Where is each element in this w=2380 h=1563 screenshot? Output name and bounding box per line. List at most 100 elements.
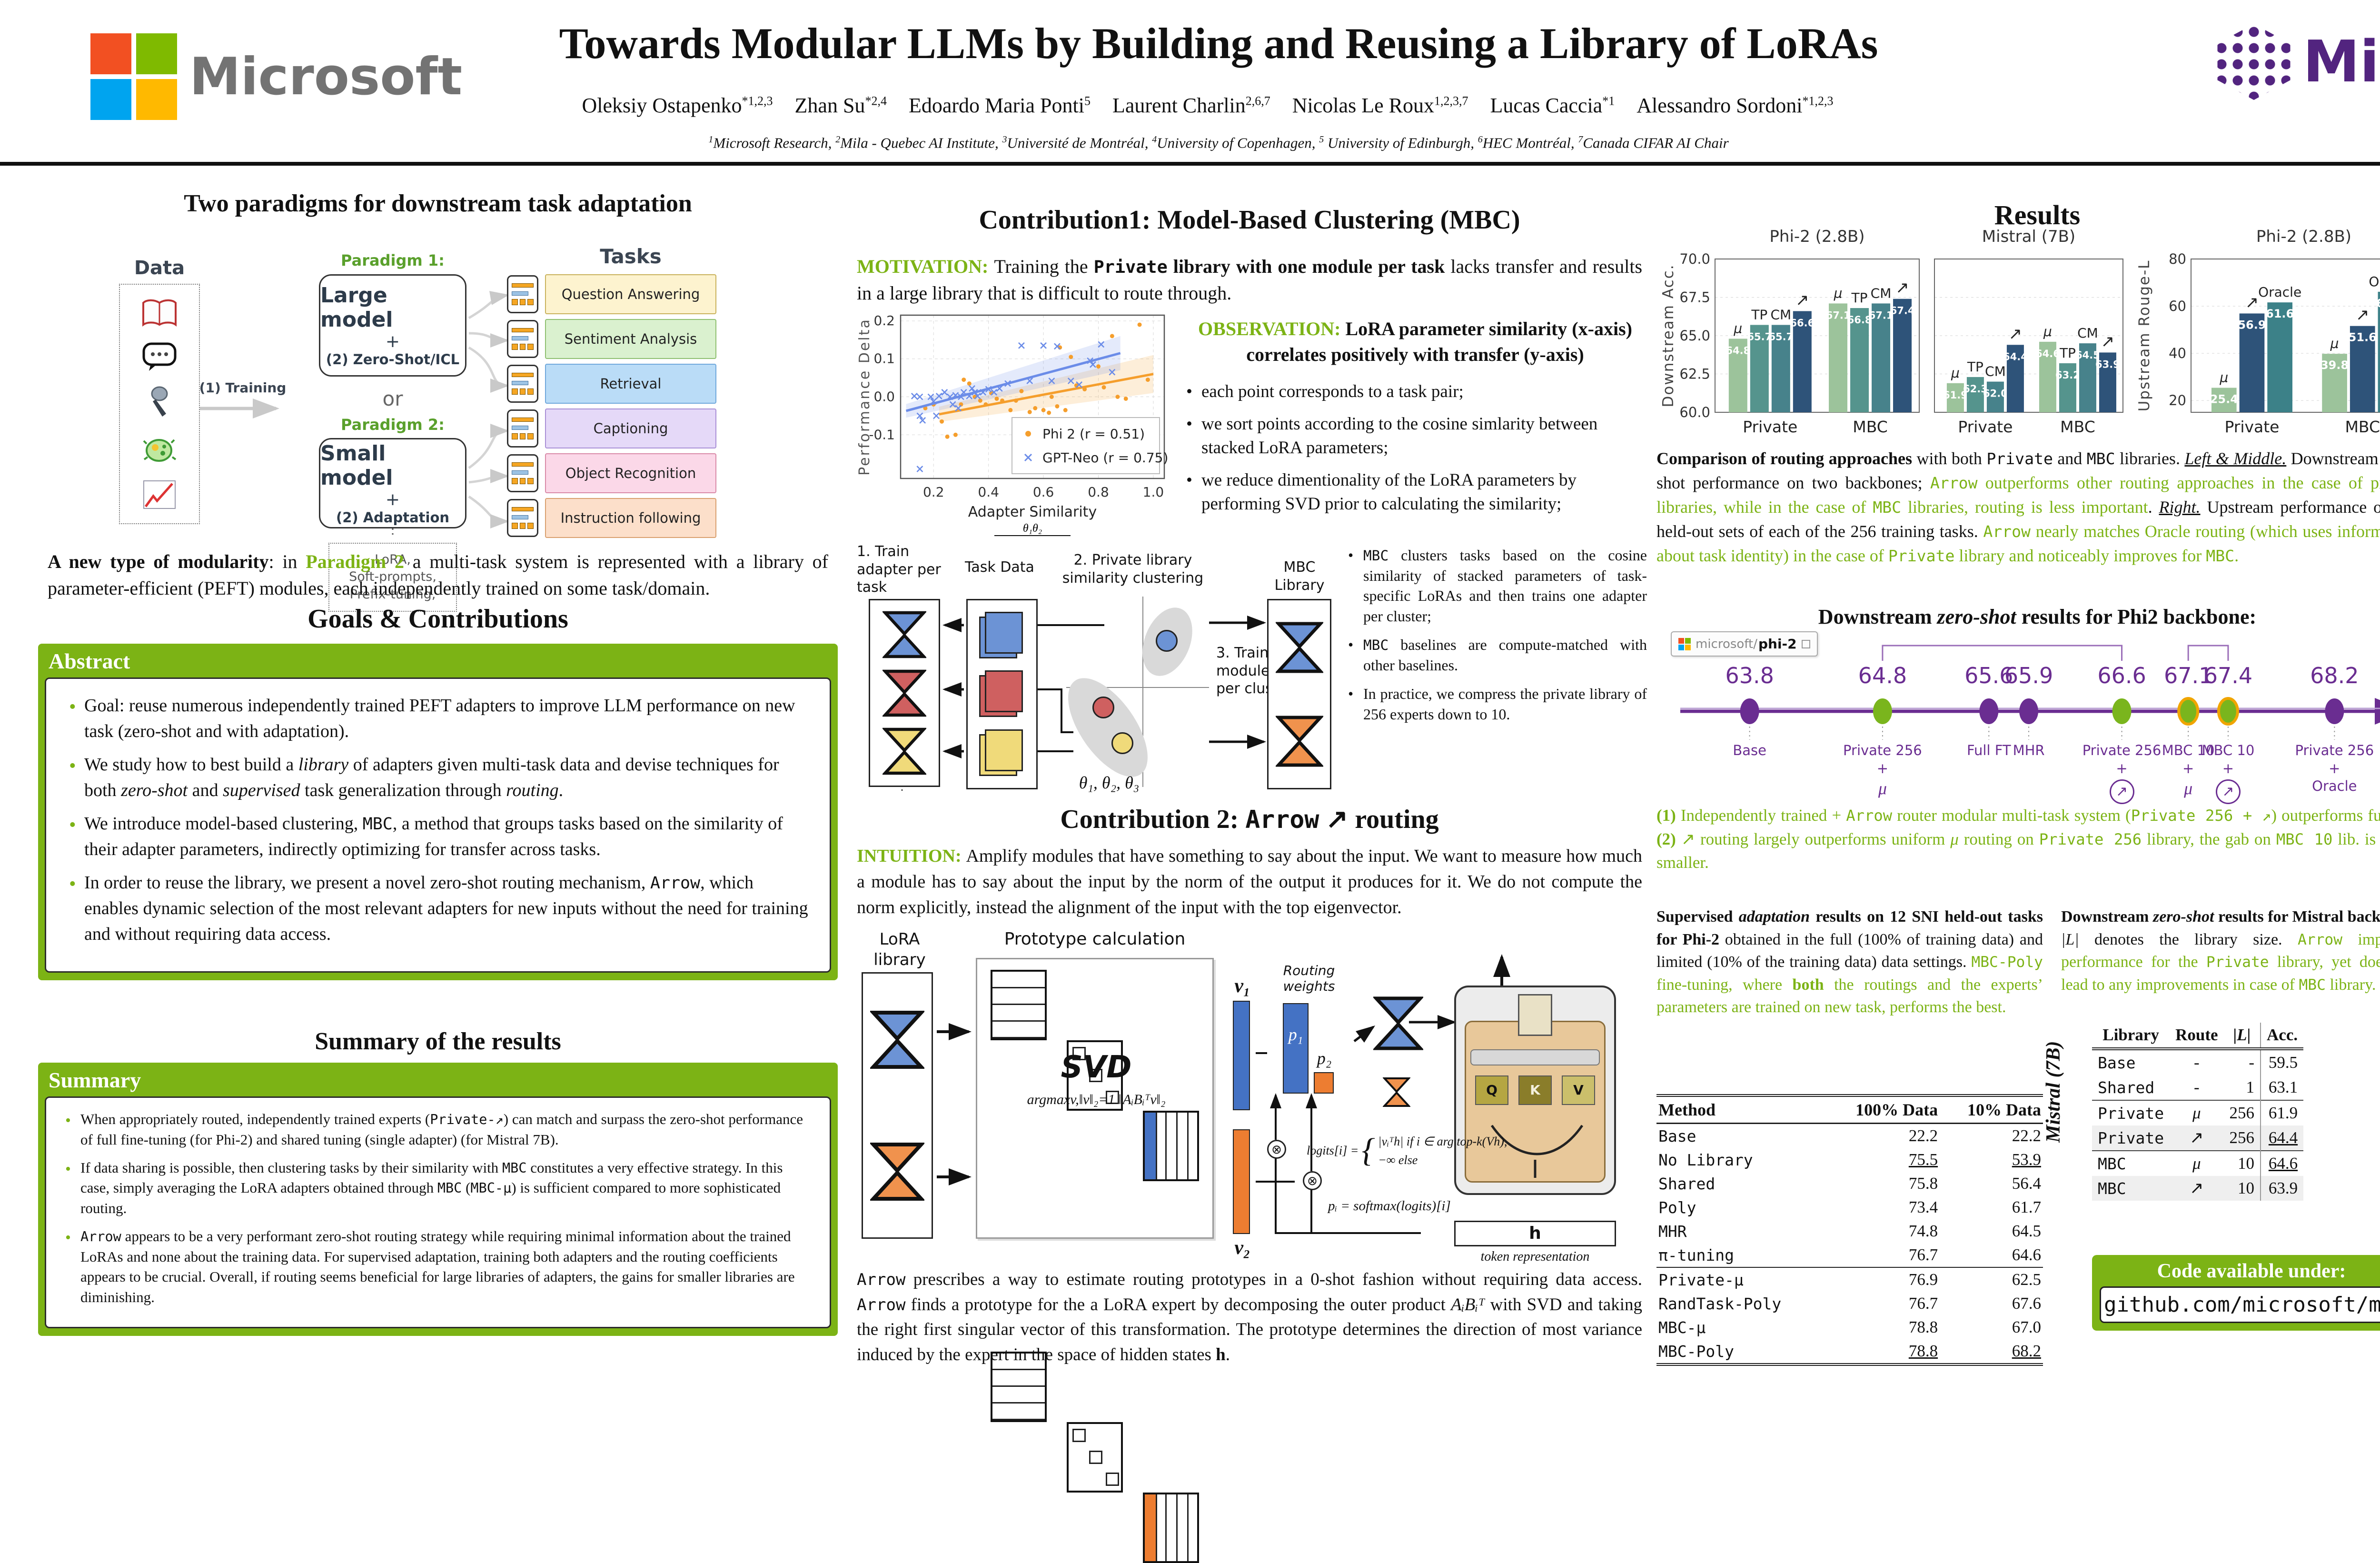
svg-text:μ: μ [1733, 320, 1742, 336]
peft-line: LoRA, [375, 552, 411, 567]
lora-hourglass-blue [882, 611, 927, 658]
accuracy: 64.6 [2260, 1150, 2304, 1176]
size: - [2249, 1053, 2255, 1072]
task-row: Instruction following [507, 498, 716, 538]
svg-text:80: 80 [2169, 251, 2186, 267]
small-model-label: Small model [320, 441, 393, 490]
peft-line: Prefix-tuning, [349, 587, 436, 602]
p1-bar [1283, 1003, 1309, 1094]
plus-sign: + [385, 332, 400, 351]
arrow-lora-library-box [862, 972, 933, 1239]
value-10: 68.2 [2012, 1342, 2041, 1360]
method-table-row: π-tuning 76.7 64.6 [1656, 1243, 2043, 1267]
code-repo-link[interactable]: github.com/microsoft/mttl [2100, 1286, 2380, 1323]
mistral-table-row: Private μ 256 61.9 [2092, 1100, 2304, 1125]
selected-hourglass-orange [1382, 1077, 1411, 1107]
svg-text:64.5: 64.5 [2075, 349, 2100, 361]
bar [1829, 303, 1848, 412]
svg-text:66.6: 66.6 [1790, 317, 1815, 329]
value-100: 76.7 [1908, 1245, 1938, 1264]
mistral-table: Library Route |L| Acc. Base - -59.5 Shared -1 63.… [2092, 1023, 2304, 1201]
bar [1771, 325, 1790, 412]
matrix-glyph-diag [1067, 1040, 1123, 1111]
svg-text:μ: μ [2219, 369, 2228, 385]
svg-text:-0.1: -0.1 [869, 427, 895, 442]
supervised-text: Supervised adaptation results on 12 SNI … [1656, 908, 2043, 1016]
private-adapters-box [869, 599, 940, 787]
contribution2-heading: Contribution 2: Arrow ↗ routing [1060, 805, 1439, 834]
token-representation-label: token representation [1480, 1249, 1590, 1264]
library-name: MBC [2098, 1179, 2126, 1198]
bar [2039, 341, 2056, 412]
bar [2006, 345, 2024, 412]
comparison-text: Comparison of routing approaches with bo… [1656, 449, 2380, 566]
bar [1793, 311, 1812, 412]
lora-hourglass-yellow [882, 727, 927, 775]
prototype-calc-box: SVD argmaxv,‖v‖₂=1 ‖AᵢBᵢᵀv‖₂ [976, 958, 1214, 1563]
summary-bullet: Arrow appears to be a very performant ze… [63, 1226, 813, 1308]
bar [2378, 291, 2380, 412]
svg-text:64.8: 64.8 [1726, 345, 1750, 356]
findings-text: (1) Independently trained + Arrow router… [1656, 806, 2380, 872]
cluster-point-yellow [1111, 732, 1133, 754]
selected-hourglass-blue [1372, 996, 1425, 1051]
method-name: π-tuning [1658, 1245, 1734, 1264]
contribution1-heading: Contribution1: Model-Based Clustering (M… [979, 205, 1520, 235]
route: μ [2170, 1100, 2224, 1125]
logits-formula: logits[i] = { |vᵢᵀh| if i ∈ arg top-k(Vh… [1307, 1132, 1507, 1169]
svg-text:↗: ↗ [2009, 324, 2023, 343]
cluster-point-red [1092, 697, 1114, 718]
numberline-label: MBC 10 + ↗ [2183, 742, 2273, 805]
abstract-bullet: Goal: reuse numerous independently train… [67, 693, 809, 745]
task-data-label: Task Data [965, 559, 1034, 576]
svg-text:25.4: 25.4 [2210, 392, 2238, 406]
svg-text:Oracle: Oracle [2258, 284, 2301, 300]
mila-logo: Mila [2213, 24, 2380, 100]
value-10: 22.2 [2012, 1126, 2041, 1145]
task-card-icon [507, 365, 538, 403]
method-table-header: 10% Data [1967, 1100, 2041, 1119]
summary-heading: Summary of the results [315, 1028, 561, 1055]
left-section-heading: Two paradigms for downstream task adapta… [184, 190, 692, 217]
svg-text:65.7: 65.7 [1768, 331, 1793, 342]
svg-text:56.9: 56.9 [2238, 318, 2266, 331]
bar [1946, 383, 1964, 412]
svg-text:62.3: 62.3 [1963, 383, 1988, 395]
logits-bottom: −∞ else [1378, 1153, 1418, 1167]
svg-text:Mistral (7B): Mistral (7B) [1982, 228, 2075, 246]
microsoft-logo-icon [90, 33, 177, 120]
svd-label: SVD [1061, 1050, 1132, 1085]
bar [1850, 308, 1869, 412]
paradigm2-label: Paradigm 2: [341, 416, 445, 434]
data-label: Data [134, 257, 185, 279]
svg-text:0.2: 0.2 [873, 313, 895, 329]
svg-text:Private: Private [2224, 418, 2279, 436]
method-name: RandTask-Poly [1658, 1294, 1782, 1313]
numberline-value: 67.1 [2163, 663, 2213, 688]
arrow-description-text: Arrow prescribes a way to estimate routi… [857, 1270, 1643, 1364]
cluster-ellipse-2 [1052, 665, 1163, 790]
observation-bullets: each point corresponds to a task pair; w… [1185, 380, 1645, 516]
svg-text:61.9: 61.9 [1943, 389, 1968, 401]
softmax-formula: pᵢ = softmax(logits)[i] [1328, 1198, 1451, 1214]
abstract-box: Abstract Goal: reuse numerous independen… [38, 644, 838, 980]
task-card-icon [507, 409, 538, 448]
value-10: 53.9 [2012, 1150, 2041, 1169]
chart-icon [143, 480, 176, 509]
value-100: 74.8 [1908, 1222, 1938, 1240]
mistral-table-row: MBC ↗ 10 63.9 [2092, 1176, 2304, 1201]
matrix-glyph-v2 [1143, 1493, 1199, 1563]
thetas-label: θ₁, θ₂, θ₃ [1079, 773, 1140, 792]
author: Lucas Caccia*1 [1490, 94, 1615, 117]
large-model-label: Large model [320, 283, 393, 332]
paradigms-connectors [200, 291, 509, 537]
phi2-model-badge[interactable]: microsoft/phi-2 [1671, 631, 1818, 657]
route: - [2193, 1053, 2200, 1072]
svg-text:64.4: 64.4 [2003, 351, 2028, 362]
svg-text:Adapter Similarity: Adapter Similarity [968, 504, 1097, 520]
mistral-table-header: Route [2170, 1023, 2224, 1050]
microbe-icon [143, 439, 176, 462]
data-stack-yellow [979, 729, 1025, 777]
task-label: Sentiment Analysis [545, 319, 716, 359]
matrix-glyph [991, 970, 1047, 1040]
